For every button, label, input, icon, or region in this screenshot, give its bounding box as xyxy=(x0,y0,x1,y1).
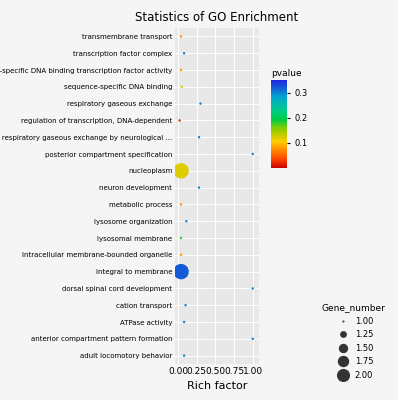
Point xyxy=(178,168,184,174)
Point xyxy=(250,151,256,157)
Point xyxy=(176,117,183,124)
Legend: 1.00, 1.25, 1.50, 1.75, 2.00: 1.00, 1.25, 1.50, 1.75, 2.00 xyxy=(322,303,386,380)
Point xyxy=(196,134,202,140)
Point xyxy=(178,235,184,241)
Point xyxy=(250,336,256,342)
X-axis label: Rich factor: Rich factor xyxy=(187,381,247,391)
Point xyxy=(178,67,184,73)
Point xyxy=(196,184,202,191)
Point xyxy=(183,218,189,224)
Point xyxy=(178,268,184,275)
Point xyxy=(181,352,187,359)
Point xyxy=(181,50,187,56)
Point xyxy=(178,201,184,208)
Text: pvalue: pvalue xyxy=(271,69,301,78)
Point xyxy=(181,319,187,325)
Point xyxy=(250,285,256,292)
Point xyxy=(178,33,184,40)
Title: Statistics of GO Enrichment: Statistics of GO Enrichment xyxy=(135,11,298,24)
Point xyxy=(179,84,185,90)
Point xyxy=(182,302,189,308)
Point xyxy=(178,252,184,258)
Point xyxy=(197,100,204,107)
